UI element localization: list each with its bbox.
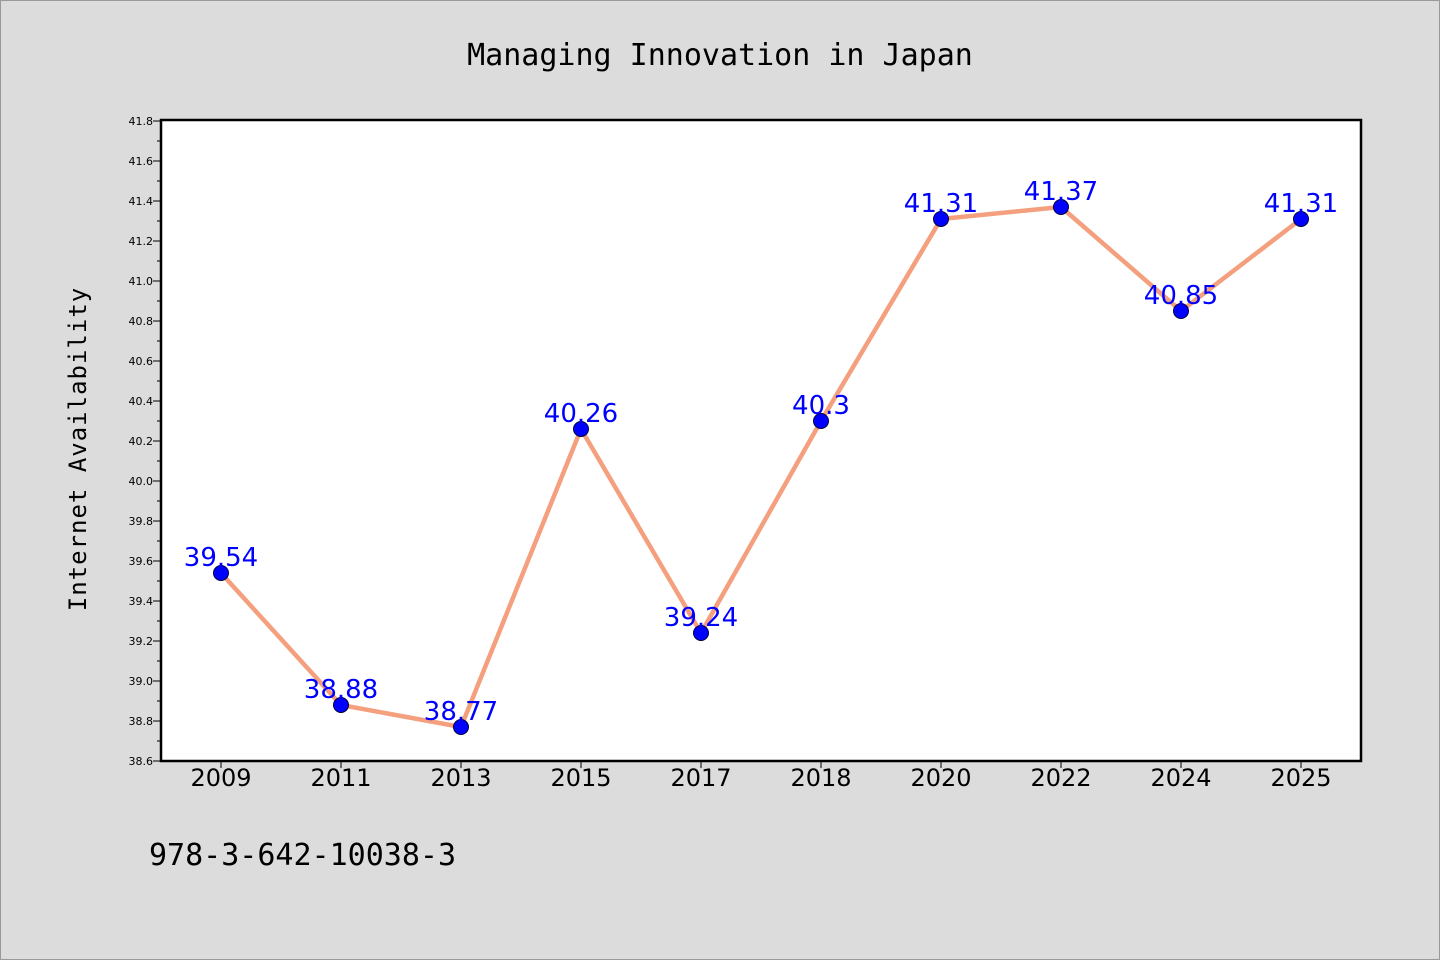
data-label: 40.3 bbox=[792, 391, 850, 421]
data-label: 41.31 bbox=[904, 189, 978, 219]
y-tick-label: 39.2 bbox=[129, 635, 154, 648]
y-tick-label: 38.8 bbox=[129, 715, 154, 728]
data-point bbox=[573, 421, 589, 437]
data-point bbox=[933, 211, 949, 227]
y-tick-label: 40.2 bbox=[129, 435, 154, 448]
y-tick-label: 41.2 bbox=[129, 235, 154, 248]
y-axis-title: Internet Availability bbox=[64, 287, 92, 611]
data-point bbox=[1173, 303, 1189, 319]
x-tick-label: 2015 bbox=[550, 764, 611, 792]
x-tick-label: 2017 bbox=[670, 764, 731, 792]
y-tick-label: 40.0 bbox=[129, 475, 154, 488]
x-tick-label: 2025 bbox=[1270, 764, 1331, 792]
x-tick-label: 2018 bbox=[790, 764, 851, 792]
isbn-footer: 978-3-642-10038-3 bbox=[149, 838, 456, 873]
y-tick-label: 40.8 bbox=[129, 315, 154, 328]
x-tick-label: 2009 bbox=[190, 764, 251, 792]
data-label: 40.26 bbox=[544, 399, 618, 429]
y-tick-label: 41.8 bbox=[129, 115, 154, 128]
y-axis: 38.6 38.8 39.0 39.2 39.4 39.6 39.8 40.0 40.2 40.4… bbox=[129, 115, 161, 768]
plot-area bbox=[159, 118, 1363, 763]
data-point bbox=[693, 625, 709, 641]
x-tick-label: 2020 bbox=[910, 764, 971, 792]
data-point bbox=[1293, 211, 1309, 227]
y-tick-label: 39.0 bbox=[129, 675, 154, 688]
y-tick-label: 38.6 bbox=[129, 755, 154, 768]
y-tick-label: 41.6 bbox=[129, 155, 154, 168]
data-label: 41.37 bbox=[1024, 177, 1098, 207]
data-point bbox=[453, 719, 469, 735]
y-tick-label: 41.0 bbox=[129, 275, 154, 288]
data-label: 39.24 bbox=[664, 603, 738, 633]
y-tick-label: 39.4 bbox=[129, 595, 154, 608]
series-line bbox=[218, 204, 1304, 730]
data-label: 39.54 bbox=[184, 543, 258, 573]
data-label: 38.77 bbox=[424, 697, 498, 727]
data-label: 38.88 bbox=[304, 675, 378, 705]
x-tick-label: 2024 bbox=[1150, 764, 1211, 792]
chart-title: Managing Innovation in Japan bbox=[467, 38, 973, 73]
y-tick-label: 41.4 bbox=[129, 195, 154, 208]
y-tick-label: 39.8 bbox=[129, 515, 154, 528]
x-tick-label: 2013 bbox=[430, 764, 491, 792]
series-group: 39.54 38.88 38.77 40.26 39.24 40.3 41.31 41.37 4… bbox=[184, 177, 1338, 735]
data-point bbox=[333, 697, 349, 713]
data-label: 40.85 bbox=[1144, 281, 1218, 311]
x-tick-label: 2011 bbox=[310, 764, 371, 792]
data-label: 41.31 bbox=[1264, 189, 1338, 219]
y-tick-label: 40.6 bbox=[129, 355, 154, 368]
x-axis: 2009 2011 2013 2015 2017 2018 2020 2022 2024 2025 bbox=[190, 761, 1332, 792]
data-point bbox=[813, 413, 829, 429]
x-tick-label: 2022 bbox=[1030, 764, 1091, 792]
data-point bbox=[1053, 199, 1069, 215]
y-tick-label: 40.4 bbox=[129, 395, 154, 408]
y-tick-label: 39.6 bbox=[129, 555, 154, 568]
data-point bbox=[213, 565, 229, 581]
